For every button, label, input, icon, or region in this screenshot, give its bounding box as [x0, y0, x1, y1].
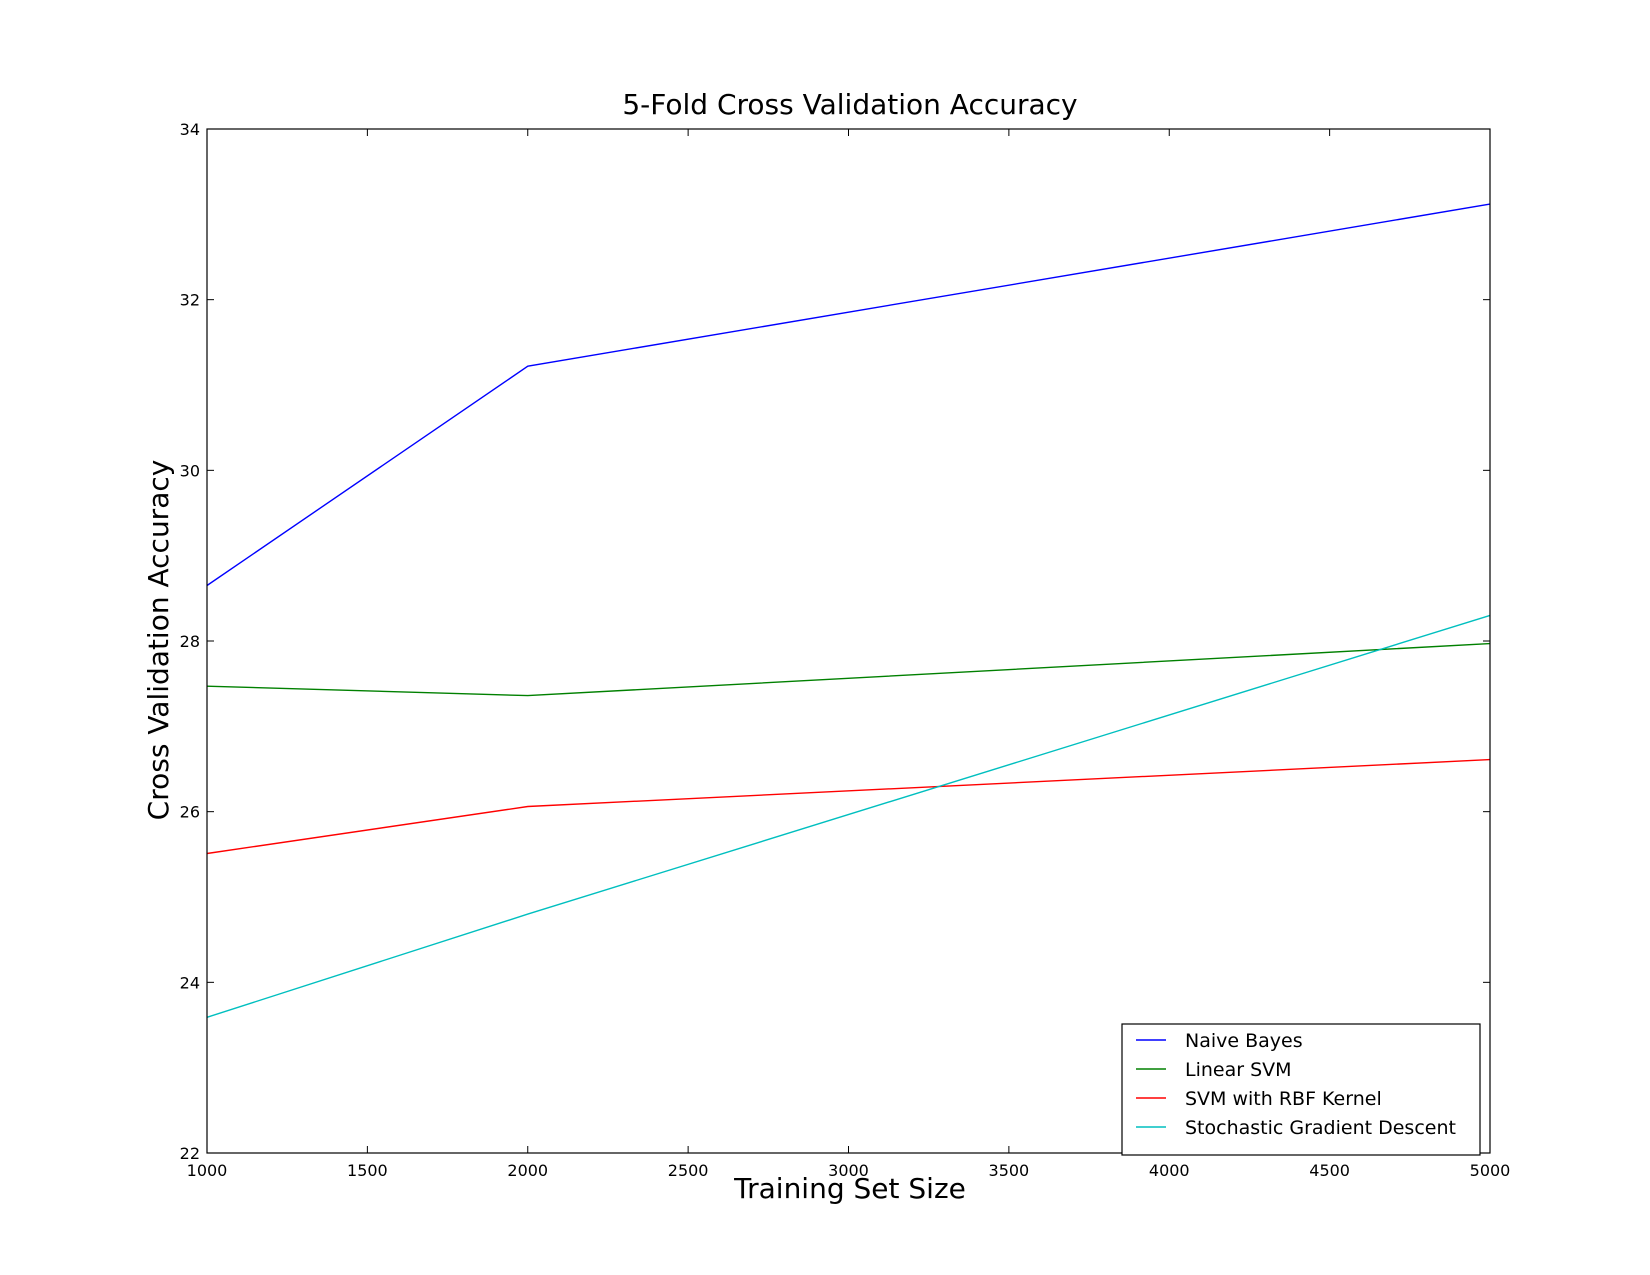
x-axis-label: Training Set Size	[733, 1172, 966, 1205]
y-tick-label: 34	[180, 120, 200, 139]
series-line-svm-with-rbf-kernel	[206, 758, 1491, 855]
series-layer	[206, 203, 1491, 1018]
legend: Naive Bayes Linear SVM SVM with RBF Kernel…	[1121, 1023, 1481, 1156]
x-tick-label: 1000	[187, 1161, 228, 1180]
legend-label: Linear SVM	[1185, 1059, 1292, 1081]
tick-layer: 1000 1500 2000 2500 3000 3500 4000 4500 5000 22 24…	[180, 120, 1511, 1180]
plot-frame	[206, 128, 1491, 1154]
x-tick-label: 4500	[1309, 1161, 1350, 1180]
legend-label: SVM with RBF Kernel	[1185, 1088, 1382, 1110]
series-line-naive-bayes	[206, 203, 1491, 587]
legend-label: Naive Bayes	[1185, 1030, 1303, 1052]
y-tick-label: 26	[180, 803, 200, 822]
y-tick-label: 24	[180, 973, 200, 992]
legend-label: Stochastic Gradient Descent	[1185, 1117, 1456, 1139]
x-tick-label: 3500	[989, 1161, 1030, 1180]
chart-title: 5-Fold Cross Validation Accuracy	[622, 88, 1077, 121]
y-tick-label: 28	[180, 632, 200, 651]
series-line-stochastic-gradient-descent	[206, 614, 1491, 1018]
series-line-linear-svm	[206, 642, 1491, 697]
x-tick-label: 3000	[828, 1161, 869, 1180]
x-tick-label: 4000	[1149, 1161, 1190, 1180]
y-tick-label: 30	[180, 461, 200, 480]
legend-box	[1121, 1023, 1481, 1156]
y-tick-label: 32	[180, 291, 200, 310]
x-tick-label: 5000	[1470, 1161, 1511, 1180]
y-axis-label: Cross Validation Accuracy	[142, 460, 175, 821]
y-tick-label: 22	[180, 1144, 200, 1163]
x-tick-label: 2000	[507, 1161, 548, 1180]
x-tick-label: 2500	[668, 1161, 709, 1180]
x-tick-label: 1500	[347, 1161, 388, 1180]
